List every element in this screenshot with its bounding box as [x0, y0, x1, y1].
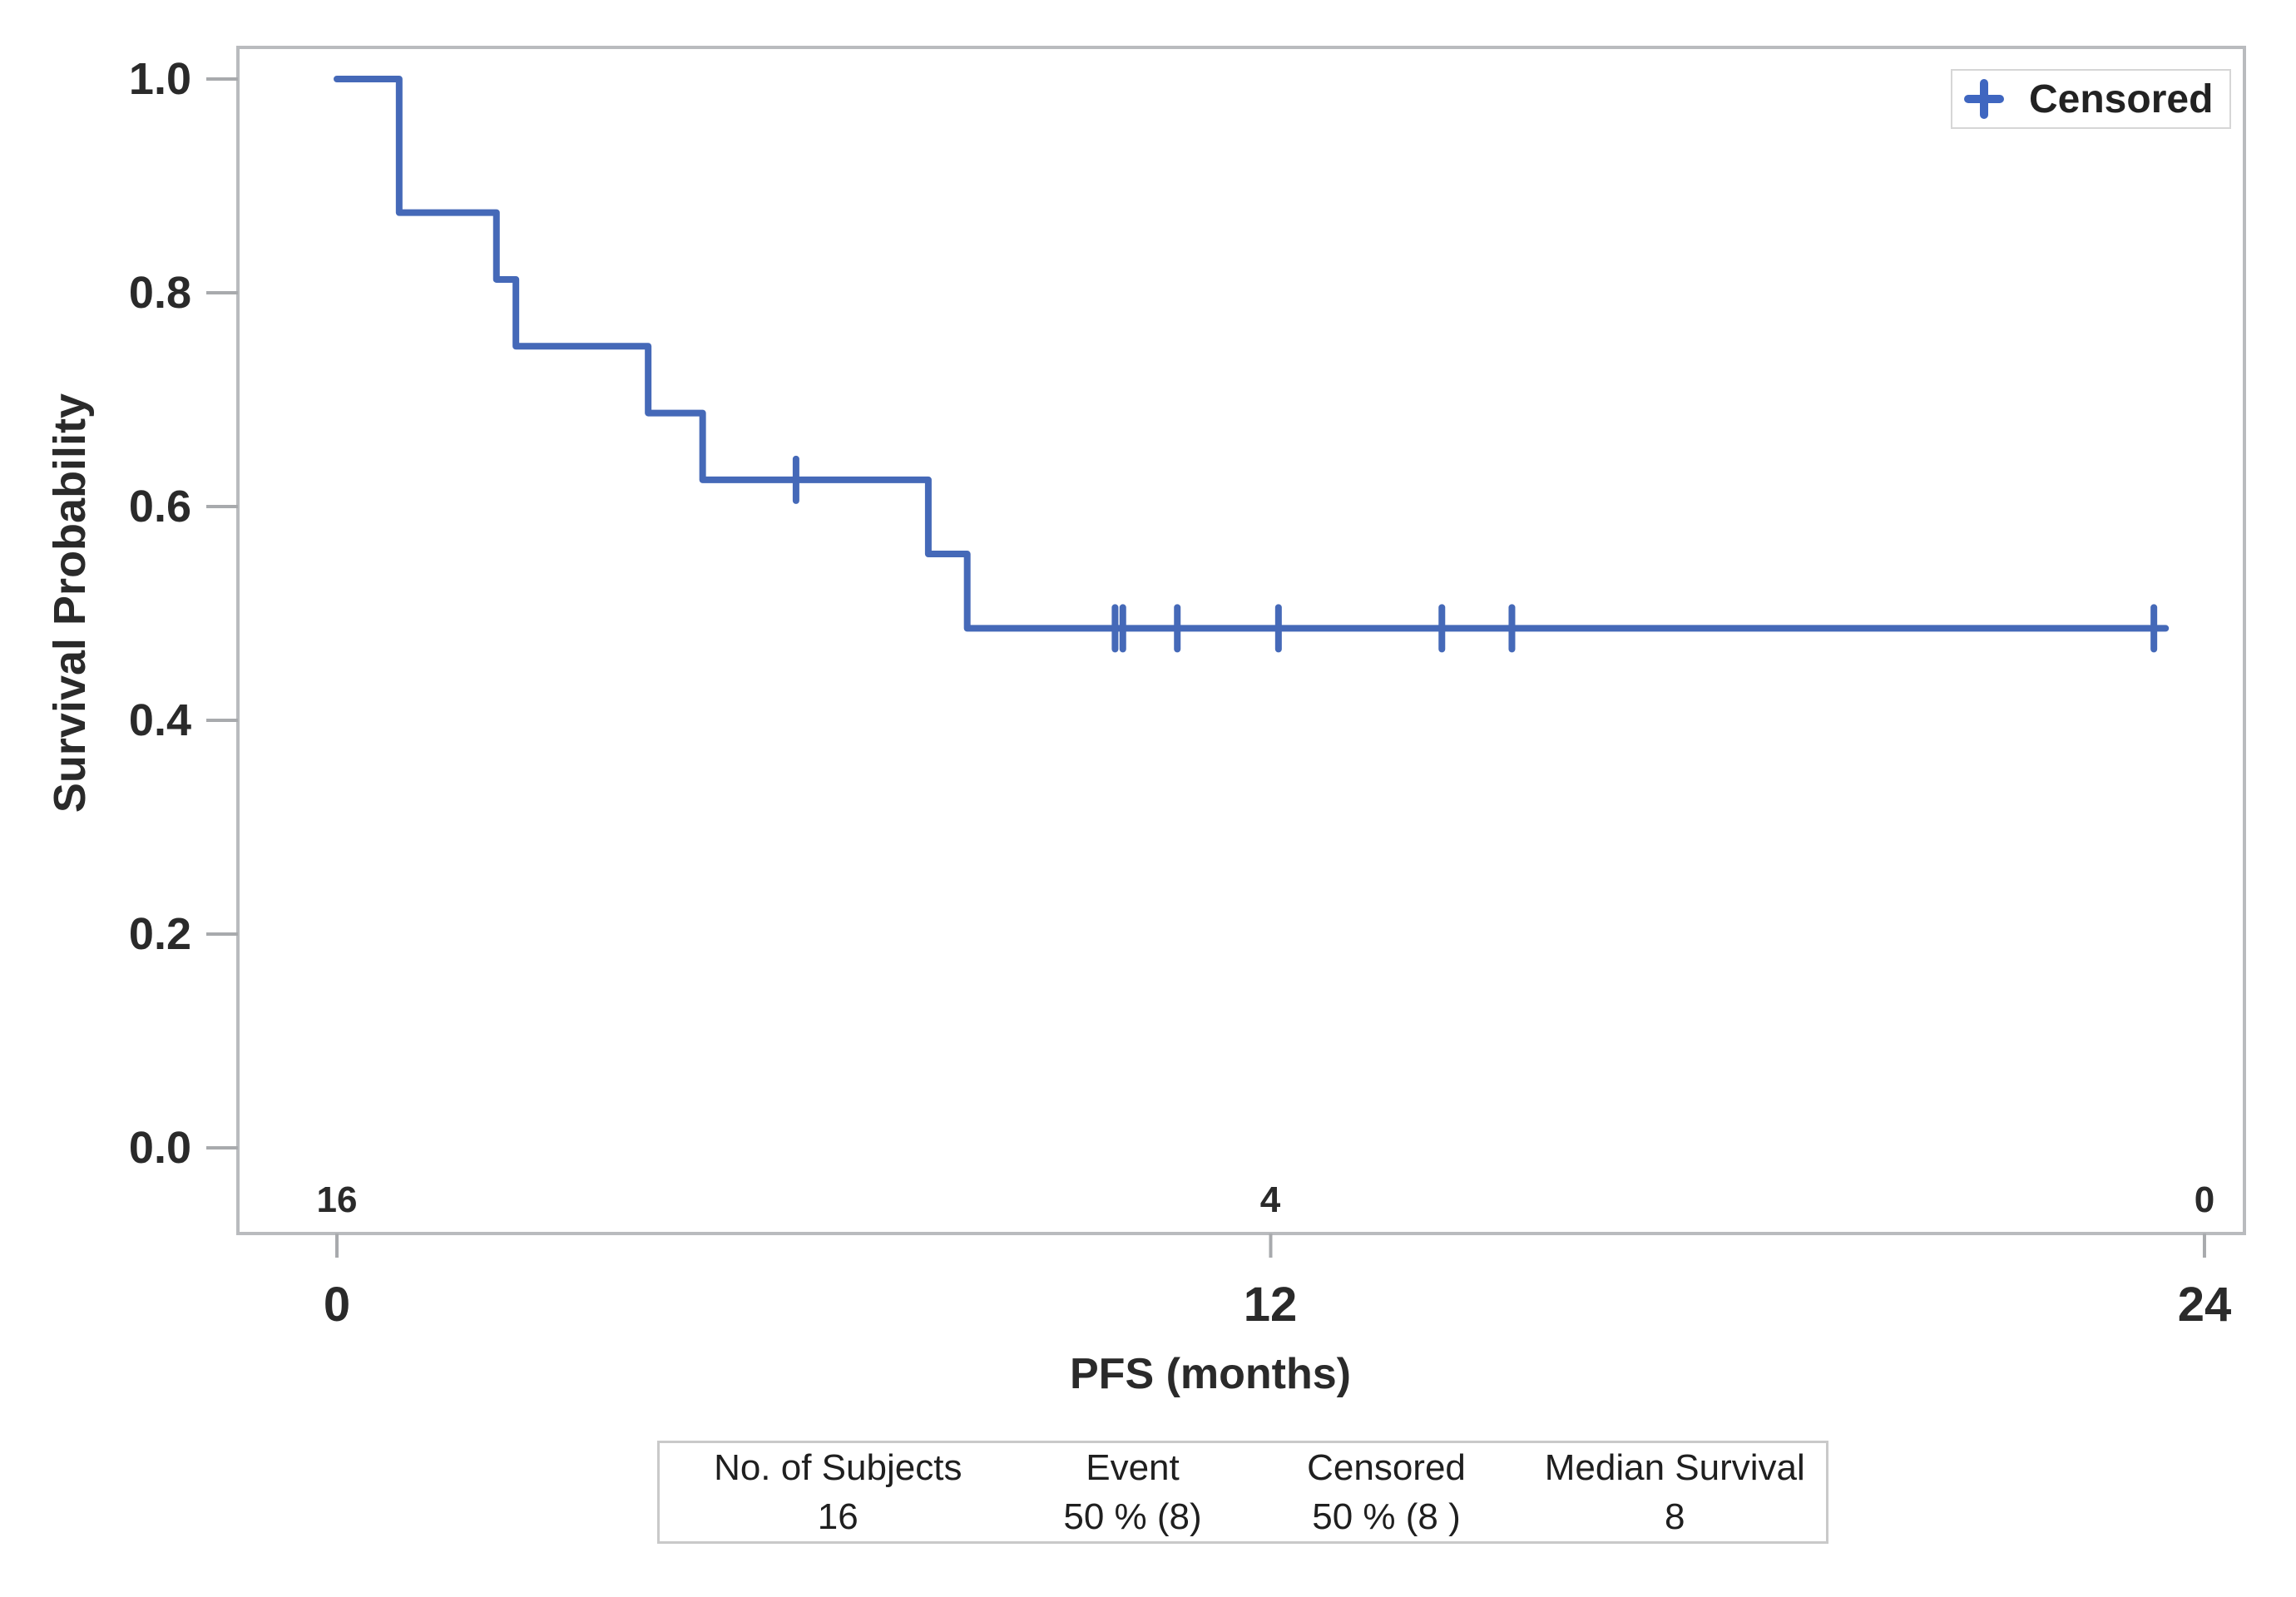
at-risk-count-24: 0	[2194, 1179, 2215, 1220]
at-risk-count-12: 4	[1259, 1179, 1281, 1220]
x-tick-label-0: 0	[323, 1278, 351, 1332]
y-tick-label-0.6: 0.6	[128, 482, 191, 532]
x-tick-label-24: 24	[2177, 1278, 2232, 1332]
header-event: Event	[1086, 1446, 1180, 1488]
y-tick-label-0.2: 0.2	[128, 909, 191, 959]
summary-value-row: 16 50 % (8) 50 % (8 ) 8	[659, 1492, 1828, 1543]
summary-header-row: No. of Subjects Event Censored Median Su…	[659, 1442, 1828, 1493]
plot-frame	[236, 46, 2246, 1235]
km-step-curve	[334, 76, 2170, 632]
value-median-survival: 8	[1665, 1496, 1685, 1537]
legend-box: Censored	[1951, 69, 2231, 129]
header-censored: Censored	[1307, 1446, 1466, 1488]
value-censored: 50 % (8 )	[1312, 1496, 1461, 1537]
y-tick-label-0.8: 0.8	[128, 268, 191, 318]
value-event: 50 % (8)	[1063, 1496, 1202, 1537]
legend-label: Censored	[2029, 77, 2214, 121]
x-tick-label-12: 12	[1243, 1278, 1298, 1332]
y-tick-label-0.0: 0.0	[128, 1123, 191, 1173]
y-axis-title: Survival Probability	[45, 393, 95, 813]
censored-plus-icon	[1964, 79, 2004, 119]
at-risk-count-0: 16	[316, 1179, 358, 1220]
y-tick-label-0.4: 0.4	[128, 695, 191, 745]
x-axis-title: PFS (months)	[1070, 1350, 1351, 1398]
survival-summary-table: No. of Subjects Event Censored Median Su…	[657, 1441, 1828, 1544]
y-tick-label-1.0: 1.0	[128, 54, 191, 104]
header-no-of-subjects: No. of Subjects	[714, 1446, 962, 1488]
value-no-of-subjects: 16	[817, 1496, 859, 1537]
header-median-survival: Median Survival	[1544, 1446, 1805, 1488]
